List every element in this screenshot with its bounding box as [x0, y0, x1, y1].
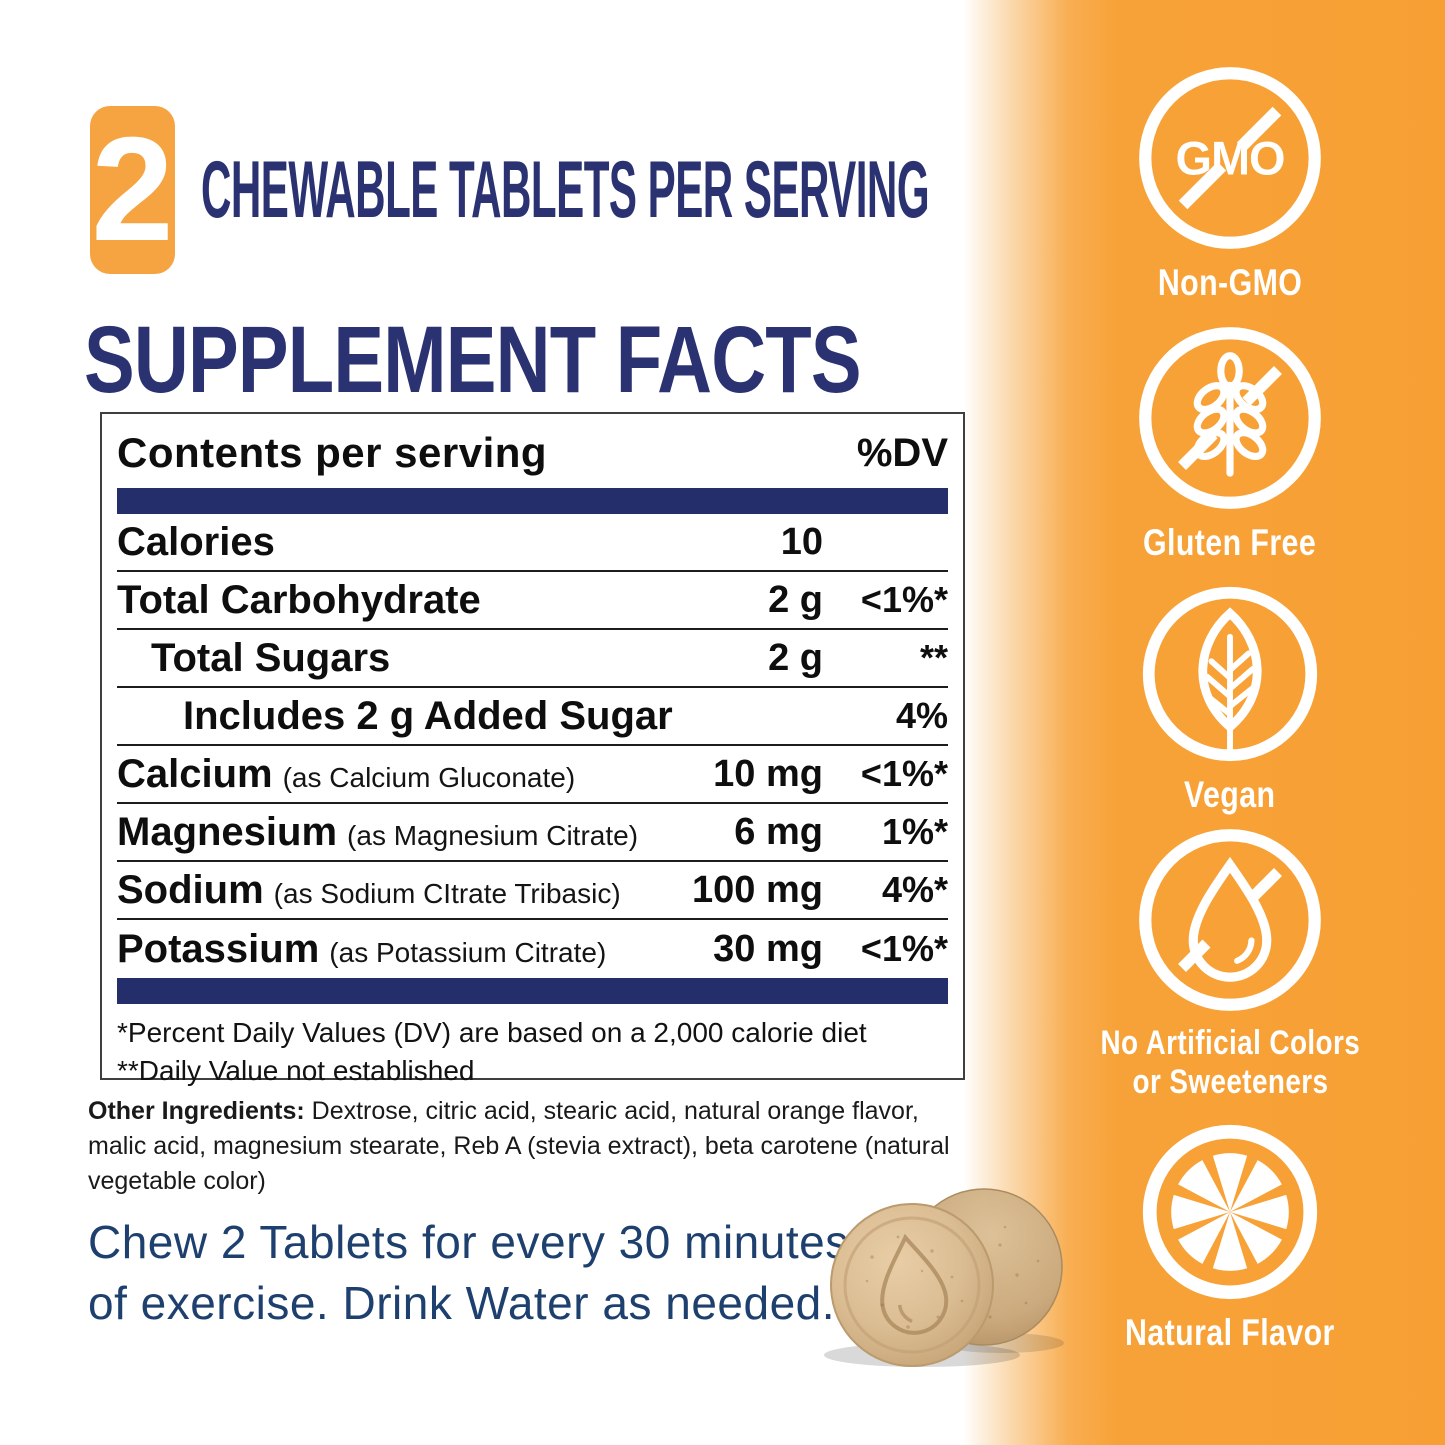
badge-label-no-artificial-line2: or Sweeteners [1132, 1063, 1328, 1102]
nutrient-dv: 4% [895, 695, 948, 736]
nutrient-amount: 100 mg [692, 868, 823, 911]
tablets-illustration [824, 1188, 1064, 1367]
nutrient-name: Potassium [117, 926, 320, 971]
nutrient-name: Sodium [117, 867, 264, 912]
badge-label-vegan: Vegan [1184, 774, 1276, 815]
nutrient-source: (as Calcium Gluconate) [282, 761, 576, 793]
badge-label-no-artificial-line1: No Artificial Colors [1100, 1024, 1360, 1062]
nutrient-amount: 30 mg [713, 927, 823, 970]
facts-header-right: %DV [856, 430, 948, 475]
nutrient-dv: ** [919, 637, 948, 678]
nutrient-amount: 2 g [768, 636, 823, 679]
divider-bar-bottom [117, 978, 948, 1004]
nutrient-label-group: Magnesium (as Magnesium Citrate) [117, 810, 663, 855]
badge-label-gluten-free: Gluten Free [1143, 522, 1317, 563]
facts-row-magnesium: Magnesium (as Magnesium Citrate) 6 mg 1%… [117, 804, 948, 862]
directions-line1: Chew 2 Tablets for every 30 minutes [88, 1216, 849, 1268]
serving-banner-label: CHEWABLE TABLETS PER SERVING [201, 144, 930, 235]
nutrient-name: Total Sugars [151, 635, 391, 680]
nutrient-dv: 1%* [881, 811, 948, 852]
nutrient-dv: <1%* [860, 928, 948, 969]
directions-line2: of exercise. Drink Water as needed. [88, 1276, 836, 1329]
supplement-facts-panel: Contents per serving %DV Calories 10 Tot… [100, 412, 965, 1086]
badge-label-natural-flavor: Natural Flavor [1125, 1312, 1335, 1353]
badge-non-gmo: GMO Non-GMO [1085, 60, 1375, 305]
directions-text: Chew 2 Tablets for every 30 minutes of e… [88, 1212, 849, 1333]
facts-header-left: Contents per serving [117, 429, 548, 476]
other-ingredients: Other Ingredients: Dextrose, citric acid… [88, 1094, 973, 1199]
facts-row-total-sugars: Total Sugars 2 g ** [117, 630, 948, 688]
facts-footnotes: *Percent Daily Values (DV) are based on … [117, 1004, 948, 1090]
nutrient-source: (as Potassium Citrate) [329, 936, 607, 968]
leaf-icon [1142, 586, 1318, 762]
orange-slice-icon [1142, 1124, 1318, 1300]
other-ingredients-text: Dextrose, citric acid, stearic acid, nat… [88, 1097, 950, 1195]
nutrient-dv: <1%* [860, 753, 948, 794]
nutrient-label-group: Total Sugars [117, 636, 663, 681]
facts-row-total-carbohydrate: Total Carbohydrate 2 g <1%* [117, 572, 948, 630]
other-ingredients-label: Other Ingredients: [88, 1097, 305, 1125]
nutrient-name: Magnesium [117, 809, 338, 854]
nutrient-amount: 10 [780, 520, 823, 563]
gmo-crossed-icon: GMO [1139, 67, 1321, 249]
badge-natural-flavor: Natural Flavor [1085, 1118, 1375, 1355]
droplet-crossed-icon [1139, 829, 1321, 1011]
nutrient-label-group: Potassium (as Potassium Citrate) [117, 927, 663, 972]
badge-vegan: Vegan [1085, 580, 1375, 817]
nutrient-dv: <1%* [860, 579, 948, 620]
nutrient-dv: 4%* [881, 869, 948, 910]
chewable-tablets-image [812, 1175, 1070, 1375]
serving-count-badge: 2 [90, 106, 175, 274]
facts-row-added-sugar: Includes 2 g Added Sugar 4% [117, 688, 948, 746]
footnote-dv: *Percent Daily Values (DV) are based on … [117, 1017, 867, 1048]
page-title: SUPPLEMENT FACTS [84, 307, 862, 413]
nutrient-label-group: Calories [117, 520, 663, 565]
nutrient-name: Calories [117, 519, 275, 564]
serving-count: 2 [91, 107, 174, 272]
nutrient-amount: 10 mg [713, 752, 823, 795]
nutrient-amount: 2 g [768, 578, 823, 621]
nutrient-label-group: Sodium (as Sodium CItrate Tribasic) [117, 868, 663, 913]
footnote-not-established: **Daily Value not established [117, 1054, 475, 1086]
nutrient-label-group: Total Carbohydrate [117, 578, 663, 623]
nutrient-label-group: Calcium (as Calcium Gluconate) [117, 752, 663, 797]
serving-banner: 2 CHEWABLE TABLETS PER SERVING [90, 106, 1445, 274]
facts-row-calcium: Calcium (as Calcium Gluconate) 10 mg <1%… [117, 746, 948, 804]
nutrient-source: (as Magnesium Citrate) [347, 819, 639, 851]
gmo-icon-text: GMO [1175, 131, 1284, 184]
divider-bar-top [117, 488, 948, 514]
badge-label-non-gmo: Non-GMO [1157, 262, 1303, 303]
facts-row-calories: Calories 10 [117, 514, 948, 572]
nutrient-name: Total Carbohydrate [117, 577, 481, 622]
wheat-crossed-icon [1139, 327, 1321, 509]
nutrient-name: Includes 2 g Added Sugar [183, 693, 673, 738]
nutrient-name: Calcium [117, 751, 273, 796]
badge-no-artificial: No Artificial Colors or Sweeteners [1085, 822, 1375, 1102]
nutrient-label-group: Includes 2 g Added Sugar [117, 694, 673, 739]
facts-header: Contents per serving %DV [117, 414, 948, 488]
facts-row-potassium: Potassium (as Potassium Citrate) 30 mg <… [117, 920, 948, 978]
nutrient-amount: 6 mg [734, 810, 823, 853]
nutrient-source: (as Sodium CItrate Tribasic) [273, 877, 621, 909]
badge-gluten-free: Gluten Free [1085, 320, 1375, 565]
facts-row-sodium: Sodium (as Sodium CItrate Tribasic) 100 … [117, 862, 948, 920]
